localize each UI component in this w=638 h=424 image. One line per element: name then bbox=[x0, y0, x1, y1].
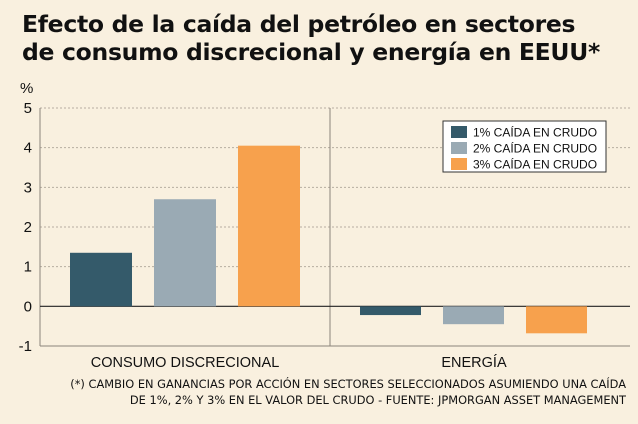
chart-title: Efecto de la caída del petróleo en secto… bbox=[22, 10, 632, 66]
y-tick-label: 3 bbox=[24, 179, 32, 196]
bar bbox=[443, 306, 504, 325]
title-line-2: de consumo discrecional y energía en EEU… bbox=[22, 38, 600, 66]
y-tick-label: 0 bbox=[24, 298, 32, 315]
footnote-line-2: DE 1%, 2% Y 3% EN EL VALOR DEL CRUDO - F… bbox=[129, 393, 626, 407]
bar bbox=[526, 306, 587, 334]
y-tick-label: 4 bbox=[24, 140, 32, 157]
bar bbox=[154, 199, 216, 307]
legend-swatch bbox=[451, 142, 467, 154]
y-tick-label: 2 bbox=[24, 219, 32, 236]
title-line-1: Efecto de la caída del petróleo en secto… bbox=[22, 10, 576, 38]
footnote: (*) CAMBIO EN GANANCIAS POR ACCIÓN EN SE… bbox=[14, 376, 626, 408]
y-tick-label: 5 bbox=[24, 100, 32, 117]
y-tick-label: -1 bbox=[19, 338, 32, 355]
y-unit-label: % bbox=[20, 80, 34, 97]
legend-swatch bbox=[451, 126, 467, 138]
x-category-label: CONSUMO DISCRECIONAL bbox=[91, 355, 280, 371]
legend-label: 2% CAÍDA EN CRUDO bbox=[473, 141, 597, 156]
bar bbox=[360, 306, 421, 316]
legend-label: 3% CAÍDA EN CRUDO bbox=[473, 157, 597, 172]
y-tick-label: 1 bbox=[24, 259, 32, 276]
bar bbox=[70, 252, 132, 307]
legend-swatch bbox=[451, 158, 467, 170]
legend-box bbox=[442, 120, 607, 173]
legend-label: 1% CAÍDA EN CRUDO bbox=[473, 125, 597, 140]
footnote-line-1: (*) CAMBIO EN GANANCIAS POR ACCIÓN EN SE… bbox=[70, 377, 626, 391]
x-category-label: ENERGÍA bbox=[441, 354, 507, 371]
bar bbox=[238, 145, 300, 307]
